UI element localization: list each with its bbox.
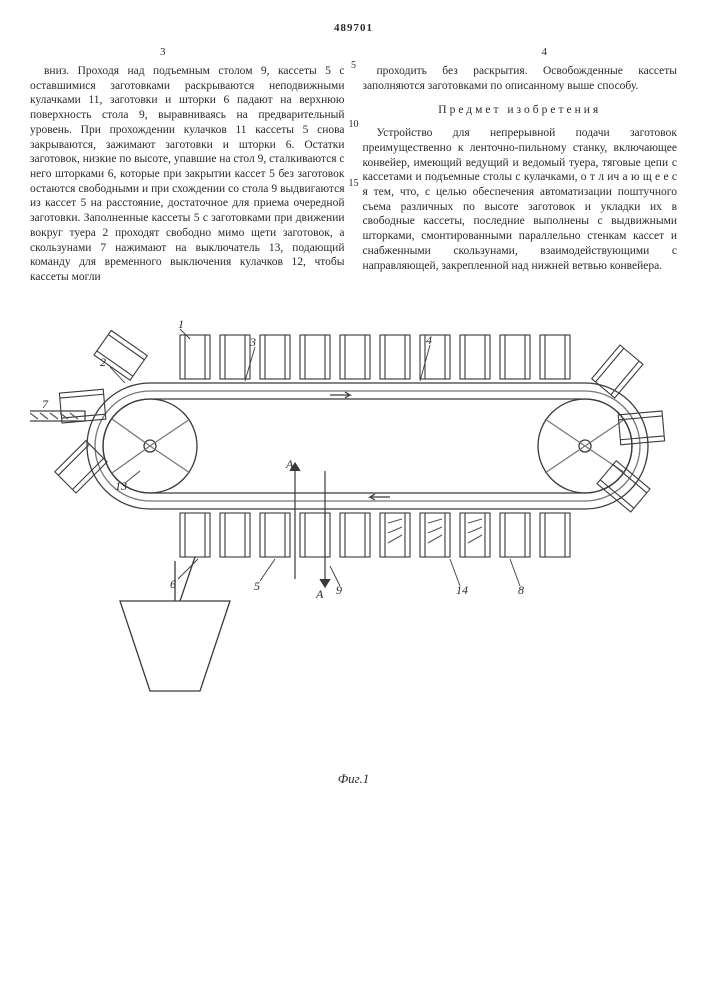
callout-section-a-bot: A <box>316 587 323 602</box>
line-number: 15 <box>346 178 362 191</box>
body-paragraph: Устройство для непрерывной подачи загото… <box>363 126 678 273</box>
body-paragraph: проходить без раскрытия. Освобожденные к… <box>363 64 678 93</box>
callout-6: 6 <box>170 577 176 592</box>
document-number: 489701 <box>30 22 677 34</box>
figure-svg <box>30 311 677 741</box>
figure-1: 1 2 3 4 5 6 7 8 9 13 14 A A Фиг.1 <box>30 311 677 791</box>
page-marker-left: 3 <box>160 46 166 58</box>
callout-3: 3 <box>250 335 256 350</box>
callout-9: 9 <box>336 583 342 598</box>
cassettes-bottom <box>180 513 570 557</box>
callout-8: 8 <box>518 583 524 598</box>
callout-4: 4 <box>426 333 432 348</box>
section-line-a <box>290 463 330 587</box>
conveyor-track <box>87 383 648 509</box>
column-page-markers: 3 4 <box>160 46 547 58</box>
figure-caption: Фиг.1 <box>338 771 370 787</box>
callout-1: 1 <box>178 317 184 332</box>
cassettes-top <box>180 335 570 379</box>
line-number: 10 <box>346 119 362 132</box>
callout-leaders <box>110 329 520 586</box>
line-number: 5 <box>346 60 362 73</box>
gutter-line-numbers: 5 10 15 <box>346 60 362 236</box>
callout-7: 7 <box>42 397 48 412</box>
page-root: 489701 3 4 5 10 15 вниз. Проходя над под… <box>0 0 707 1000</box>
body-paragraph: вниз. Проходя над подъемным столом 9, ка… <box>30 64 345 285</box>
callout-section-a-top: A <box>286 457 293 472</box>
page-marker-right: 4 <box>542 46 548 58</box>
callout-5: 5 <box>254 579 260 594</box>
feed-bar <box>30 411 85 421</box>
section-heading-subject: Предмет изобретения <box>363 103 678 118</box>
right-column: проходить без раскрытия. Освобожденные к… <box>363 64 678 287</box>
left-column: вниз. Проходя над подъемным столом 9, ка… <box>30 64 345 287</box>
callout-14: 14 <box>456 583 468 598</box>
callout-13: 13 <box>115 479 127 494</box>
callout-2: 2 <box>100 355 106 370</box>
